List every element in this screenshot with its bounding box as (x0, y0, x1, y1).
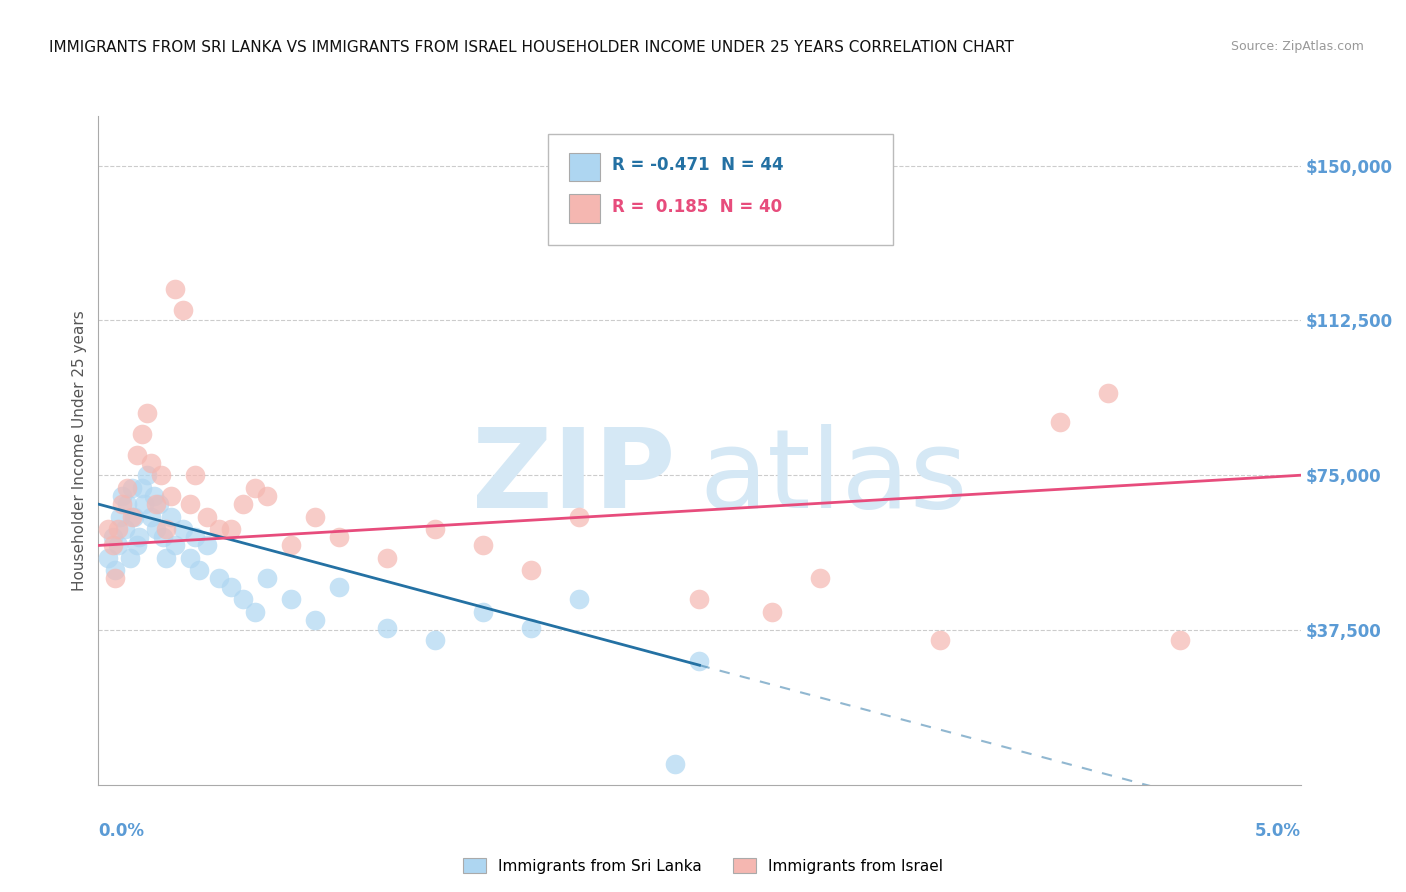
Point (243, 605, 266, 619)
Point (280, 592, 302, 607)
Text: atlas: atlas (700, 424, 967, 531)
Point (328, 530, 350, 544)
Text: 5.0%: 5.0% (1254, 822, 1301, 839)
Y-axis label: Householder Income Under 25 years: Householder Income Under 25 years (72, 310, 87, 591)
Point (128, 530, 150, 544)
Point (375, 550, 398, 565)
Point (104, 563, 127, 577)
Legend: Immigrants from Sri Lanka, Immigrants from Israel: Immigrants from Sri Lanka, Immigrants fr… (457, 852, 949, 880)
Point (131, 481, 153, 495)
Point (145, 522, 167, 536)
Point (183, 530, 205, 544)
Point (141, 509, 163, 524)
Point (165, 538, 187, 552)
Point (520, 621, 543, 635)
Point (328, 580, 350, 594)
Point (188, 563, 211, 577)
Point (423, 633, 446, 648)
Point (155, 550, 177, 565)
Point (117, 481, 139, 495)
Point (520, 563, 543, 577)
Point (155, 522, 177, 536)
Point (689, 592, 711, 607)
Point (172, 522, 194, 536)
Text: ZIP: ZIP (472, 424, 675, 531)
Point (232, 592, 254, 607)
Point (232, 497, 254, 511)
Point (195, 538, 218, 552)
Point (568, 509, 591, 524)
Point (125, 538, 148, 552)
Point (219, 522, 242, 536)
Point (159, 509, 181, 524)
Point (1170, 633, 1192, 648)
Point (304, 509, 326, 524)
Point (125, 448, 148, 462)
Point (243, 481, 266, 495)
Point (131, 426, 153, 441)
Point (568, 592, 591, 607)
Point (1097, 385, 1119, 400)
Point (183, 468, 205, 483)
Point (689, 654, 711, 668)
Point (208, 522, 231, 536)
Point (761, 605, 783, 619)
Point (124, 509, 146, 524)
Text: IMMIGRANTS FROM SRI LANKA VS IMMIGRANTS FROM ISRAEL HOUSEHOLDER INCOME UNDER 25 : IMMIGRANTS FROM SRI LANKA VS IMMIGRANTS … (49, 40, 1014, 55)
Point (121, 481, 143, 495)
Point (152, 530, 174, 544)
Text: 0.0%: 0.0% (98, 822, 145, 839)
Point (1049, 415, 1071, 429)
Point (149, 468, 172, 483)
Point (472, 538, 495, 552)
Point (107, 522, 129, 536)
Point (114, 522, 136, 536)
Point (135, 406, 157, 420)
Point (101, 538, 124, 552)
Point (135, 468, 157, 483)
Point (107, 538, 129, 552)
Point (111, 497, 134, 511)
Point (375, 621, 398, 635)
Point (195, 509, 218, 524)
Point (280, 538, 302, 552)
Point (472, 605, 495, 619)
Point (97, 522, 120, 536)
Text: R =  0.185  N = 40: R = 0.185 N = 40 (612, 198, 782, 216)
Point (304, 613, 326, 627)
Point (256, 489, 278, 503)
Point (118, 550, 141, 565)
Point (423, 522, 446, 536)
Text: R = -0.471  N = 44: R = -0.471 N = 44 (612, 156, 783, 174)
Point (664, 757, 686, 772)
Point (101, 530, 124, 544)
Point (172, 303, 194, 318)
Point (121, 509, 143, 524)
Point (179, 497, 201, 511)
Text: Source: ZipAtlas.com: Source: ZipAtlas.com (1230, 40, 1364, 54)
Point (108, 509, 131, 524)
Point (104, 572, 127, 586)
Point (159, 489, 181, 503)
Point (929, 633, 952, 648)
Point (145, 497, 167, 511)
Point (111, 489, 134, 503)
Point (132, 497, 155, 511)
Point (256, 572, 278, 586)
Point (117, 497, 139, 511)
Point (219, 580, 242, 594)
Point (142, 489, 165, 503)
Point (141, 456, 163, 470)
Point (179, 550, 201, 565)
Point (97, 550, 120, 565)
Point (148, 497, 170, 511)
Point (165, 282, 187, 296)
Point (208, 572, 231, 586)
Point (808, 572, 831, 586)
